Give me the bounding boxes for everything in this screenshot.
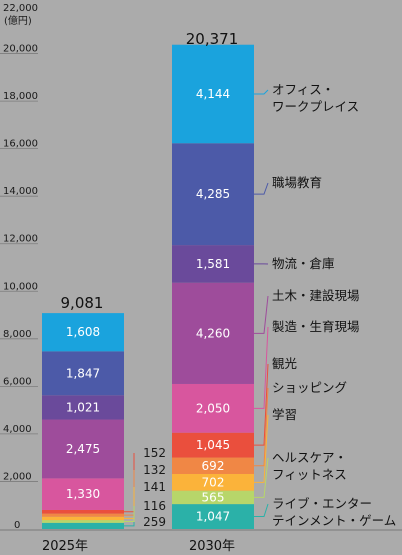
bar-segment bbox=[42, 419, 124, 479]
bar-segment bbox=[42, 520, 124, 523]
y-tick-label: 4,000 bbox=[3, 424, 32, 435]
bar-segment bbox=[42, 522, 124, 529]
data-label: 116 bbox=[143, 499, 166, 513]
y-tick-label: 14,000 bbox=[3, 186, 38, 197]
data-label: 692 bbox=[202, 459, 225, 473]
leader-line bbox=[254, 503, 269, 518]
unit-label: (億円) bbox=[4, 14, 32, 27]
data-label: 1,045 bbox=[196, 438, 230, 452]
bar-segment bbox=[42, 509, 124, 514]
bar-segment bbox=[172, 457, 254, 474]
bar-segment bbox=[172, 473, 254, 491]
bar-segment bbox=[172, 245, 254, 283]
bar-segment bbox=[172, 432, 254, 458]
bars bbox=[42, 44, 254, 529]
leader-line bbox=[124, 470, 135, 516]
leader-line bbox=[124, 487, 135, 519]
bar-segment bbox=[42, 351, 124, 396]
leader-line bbox=[254, 326, 269, 409]
data-label: 1,330 bbox=[66, 487, 100, 501]
data-label: 4,285 bbox=[196, 187, 230, 201]
bar-segment bbox=[42, 478, 124, 510]
bar-segment bbox=[172, 490, 254, 505]
leader-line bbox=[254, 414, 269, 483]
data-label: 702 bbox=[202, 475, 225, 489]
bar-segment bbox=[172, 383, 254, 433]
data-label: 132 bbox=[143, 463, 166, 477]
bar-segment bbox=[42, 313, 124, 352]
leader-line bbox=[254, 295, 269, 334]
y-tick-label: 16,000 bbox=[3, 139, 38, 150]
legend-label: オフィス・ bbox=[272, 82, 334, 97]
legend-label: 製造・生育現場 bbox=[272, 319, 360, 334]
leader-line bbox=[124, 506, 135, 522]
y-tick-label: 20,000 bbox=[3, 44, 38, 55]
y-tick-label: 10,000 bbox=[3, 281, 38, 292]
legend-label: テインメント・ゲーム bbox=[272, 513, 396, 528]
legend-label: フィットネス bbox=[272, 467, 347, 482]
legend-label: ワークプレイス bbox=[272, 99, 359, 114]
data-label: 141 bbox=[143, 480, 166, 494]
bar-segment bbox=[172, 143, 254, 246]
data-label: 1,047 bbox=[196, 510, 230, 524]
leader-line bbox=[254, 387, 269, 467]
bar-segment bbox=[42, 395, 124, 420]
y-tick-label: 2,000 bbox=[3, 471, 32, 482]
leader-line bbox=[254, 457, 269, 498]
legend-label: 土木・建設現場 bbox=[272, 288, 360, 303]
legend-label: 学習 bbox=[272, 407, 297, 422]
total-label-2030: 20,371 bbox=[186, 30, 239, 48]
y-tick-label: 0 bbox=[14, 520, 20, 531]
leader-line bbox=[254, 182, 269, 195]
total-label-2025: 9,081 bbox=[61, 294, 104, 312]
legend-label: 観光 bbox=[272, 356, 297, 371]
data-label: 259 bbox=[143, 515, 166, 529]
y-axis: 0 2,000 4,000 6,000 8,000 10,000 12,000 14,000 1… bbox=[0, 3, 38, 531]
leader-lines bbox=[124, 89, 269, 527]
data-label: 4,144 bbox=[196, 87, 230, 101]
segment-labels: 1,330 2,475 1,021 1,847 1,608 152 132 141 116 259… bbox=[66, 87, 230, 529]
bar-segment bbox=[172, 44, 254, 144]
legend-label: 職場教育 bbox=[272, 175, 322, 190]
data-label: 1,581 bbox=[196, 257, 230, 271]
leader-line bbox=[254, 363, 269, 446]
y-tick-label: 8,000 bbox=[3, 329, 32, 340]
legend-label: 物流・倉庫 bbox=[272, 256, 335, 271]
legend: オフィス・ワークプレイス職場教育物流・倉庫土木・建設現場製造・生育現場観光ショッ… bbox=[272, 82, 396, 528]
y-tick-label: 22,000 bbox=[3, 3, 38, 14]
category-label-2030: 2030年 bbox=[189, 539, 235, 554]
category-label-2025: 2025年 bbox=[42, 539, 88, 554]
leader-line bbox=[124, 522, 135, 527]
data-label: 1,847 bbox=[66, 366, 100, 380]
bar-segment bbox=[172, 282, 254, 384]
data-label: 565 bbox=[202, 490, 225, 504]
legend-label: ショッピング bbox=[272, 380, 347, 395]
y-tick-label: 18,000 bbox=[3, 91, 38, 102]
bar-segment bbox=[42, 513, 124, 517]
data-label: 2,050 bbox=[196, 401, 230, 415]
legend-label: ヘルスケア・ bbox=[272, 450, 347, 465]
data-label: 1,608 bbox=[66, 325, 100, 339]
data-label: 1,021 bbox=[66, 400, 100, 414]
data-label: 2,475 bbox=[66, 442, 100, 456]
legend-label: ライブ・エンター bbox=[272, 496, 372, 511]
leader-line bbox=[254, 89, 269, 95]
bar-segment bbox=[42, 516, 124, 521]
data-label: 4,260 bbox=[196, 326, 230, 340]
leader-line bbox=[124, 453, 135, 513]
data-label: 152 bbox=[143, 446, 166, 460]
bar-segment bbox=[172, 504, 254, 529]
y-tick-label: 6,000 bbox=[3, 376, 32, 387]
y-tick-label: 12,000 bbox=[3, 234, 38, 245]
